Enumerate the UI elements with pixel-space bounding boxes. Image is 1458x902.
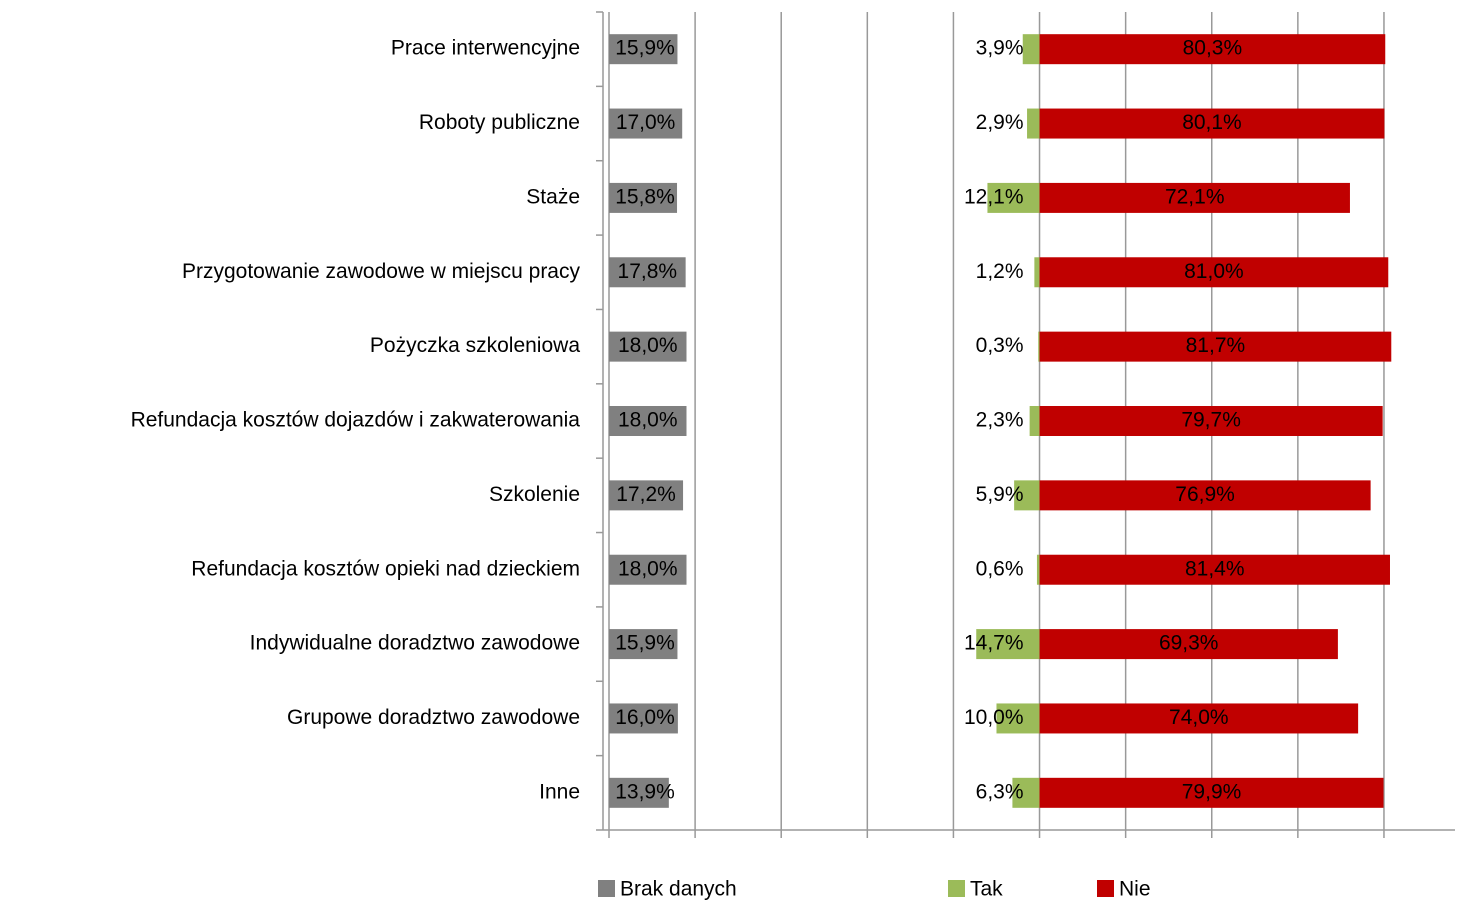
bar	[609, 34, 678, 65]
data-label: 81,0%	[1184, 260, 1244, 283]
data-label: 80,1%	[1182, 111, 1242, 134]
legend-label: Tak	[970, 878, 1003, 901]
bar	[1027, 108, 1040, 139]
bar	[1039, 480, 1371, 511]
y-tick-label: Roboty publiczne	[419, 111, 580, 134]
data-label: 2,9%	[976, 111, 1024, 134]
bar	[1039, 406, 1383, 436]
legend-swatch	[598, 880, 615, 897]
data-label: 0,6%	[976, 557, 1024, 580]
data-label: 15,9%	[615, 632, 675, 655]
y-tick-label: Refundacja kosztów opieki nad dzieckiem	[191, 557, 580, 580]
y-tick-label: Refundacja kosztów dojazdów i zakwaterow…	[131, 409, 581, 432]
y-tick-label: Pożyczka szkoleniowa	[370, 334, 580, 357]
y-tick-label: Inne	[539, 780, 580, 803]
bar	[609, 554, 687, 585]
data-label: 80,3%	[1183, 37, 1243, 60]
bar	[1029, 406, 1040, 436]
bar	[1039, 554, 1390, 585]
data-label: 74,0%	[1169, 706, 1229, 729]
y-tick-label: Szkolenie	[489, 483, 580, 506]
data-label: 72,1%	[1165, 185, 1225, 208]
data-label: 1,2%	[976, 260, 1024, 283]
data-label: 79,9%	[1182, 780, 1242, 803]
bar	[1039, 703, 1359, 734]
data-label: 10,0%	[964, 706, 1024, 729]
bar	[609, 406, 687, 436]
legend-label: Nie	[1119, 878, 1151, 901]
bar	[609, 629, 678, 660]
bar	[1038, 331, 1040, 362]
data-label: 3,9%	[976, 37, 1024, 60]
bar	[987, 182, 1040, 213]
legend-swatch	[948, 880, 965, 897]
legend-swatch	[1097, 880, 1114, 897]
data-label: 76,9%	[1175, 483, 1235, 506]
bar	[1034, 257, 1040, 288]
data-label: 6,3%	[976, 780, 1024, 803]
data-label: 2,3%	[976, 409, 1024, 432]
bar	[1039, 108, 1385, 139]
data-label: 18,0%	[618, 334, 678, 357]
y-tick-label: Przygotowanie zawodowe w miejscu pracy	[182, 260, 581, 283]
data-label: 81,4%	[1185, 557, 1245, 580]
data-label: 13,9%	[615, 780, 675, 803]
bar	[609, 257, 686, 288]
bar	[996, 703, 1040, 734]
y-tick-label: Prace interwencyjne	[391, 37, 580, 60]
data-label: 16,0%	[615, 706, 675, 729]
data-label: 79,7%	[1181, 409, 1241, 432]
bar	[609, 108, 683, 139]
data-label: 17,2%	[616, 483, 676, 506]
data-label: 81,7%	[1186, 334, 1246, 357]
bar	[1036, 554, 1040, 585]
data-label: 15,9%	[615, 37, 675, 60]
bar	[976, 629, 1040, 660]
bar	[1039, 182, 1350, 213]
bar	[609, 703, 678, 734]
data-label: 5,9%	[976, 483, 1024, 506]
data-label: 17,8%	[618, 260, 678, 283]
bar	[1039, 34, 1386, 65]
data-label: 18,0%	[618, 557, 678, 580]
y-tick-label: Grupowe doradztwo zawodowe	[287, 706, 580, 729]
bar	[1039, 331, 1392, 362]
bar	[609, 777, 669, 808]
bar	[1039, 629, 1338, 660]
y-tick-label: Staże	[526, 185, 580, 208]
data-label: 15,8%	[615, 185, 675, 208]
bar	[1014, 480, 1040, 511]
bar	[1039, 777, 1384, 808]
y-tick-label: Indywidualne doradztwo zawodowe	[250, 632, 580, 655]
bar	[1039, 257, 1389, 288]
legend-label: Brak danych	[620, 878, 737, 901]
bar	[1022, 34, 1040, 65]
bar	[1012, 777, 1040, 808]
data-label: 18,0%	[618, 409, 678, 432]
bar	[609, 331, 687, 362]
bar	[609, 480, 684, 511]
bar	[609, 182, 678, 213]
data-label: 17,0%	[616, 111, 676, 134]
data-label: 0,3%	[976, 334, 1024, 357]
data-label: 69,3%	[1159, 632, 1219, 655]
data-label: 12,1%	[964, 185, 1024, 208]
data-label: 14,7%	[964, 632, 1024, 655]
